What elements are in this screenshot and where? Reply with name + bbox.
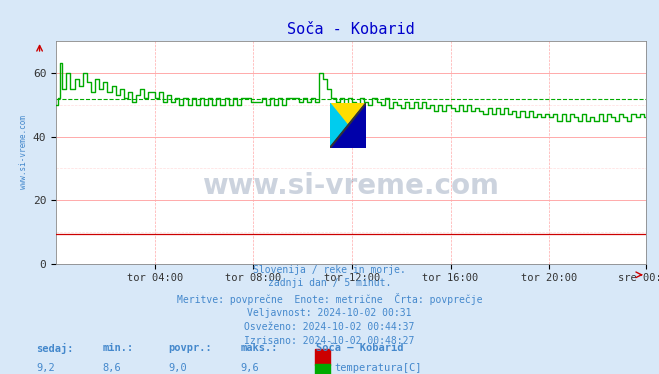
Text: Slovenija / reke in morje.
zadnji dan / 5 minut.
Meritve: povprečne  Enote: metr: Slovenija / reke in morje. zadnji dan / … <box>177 265 482 346</box>
FancyBboxPatch shape <box>315 364 330 374</box>
Text: 9,2: 9,2 <box>36 363 55 373</box>
Title: Soča - Kobarid: Soča - Kobarid <box>287 22 415 37</box>
Text: www.si-vreme.com: www.si-vreme.com <box>19 116 28 189</box>
Text: 9,0: 9,0 <box>168 363 186 373</box>
Text: Soča – Kobarid: Soča – Kobarid <box>316 343 404 353</box>
Text: maks.:: maks.: <box>241 343 278 353</box>
Polygon shape <box>330 103 366 148</box>
Text: 8,6: 8,6 <box>102 363 121 373</box>
Polygon shape <box>330 103 366 148</box>
Text: 9,6: 9,6 <box>241 363 259 373</box>
Text: min.:: min.: <box>102 343 133 353</box>
FancyBboxPatch shape <box>315 349 330 365</box>
Text: www.si-vreme.com: www.si-vreme.com <box>202 172 500 200</box>
Text: temperatura[C]: temperatura[C] <box>335 363 422 373</box>
Text: sedaj:: sedaj: <box>36 343 74 354</box>
Polygon shape <box>330 103 366 148</box>
Text: povpr.:: povpr.: <box>168 343 212 353</box>
